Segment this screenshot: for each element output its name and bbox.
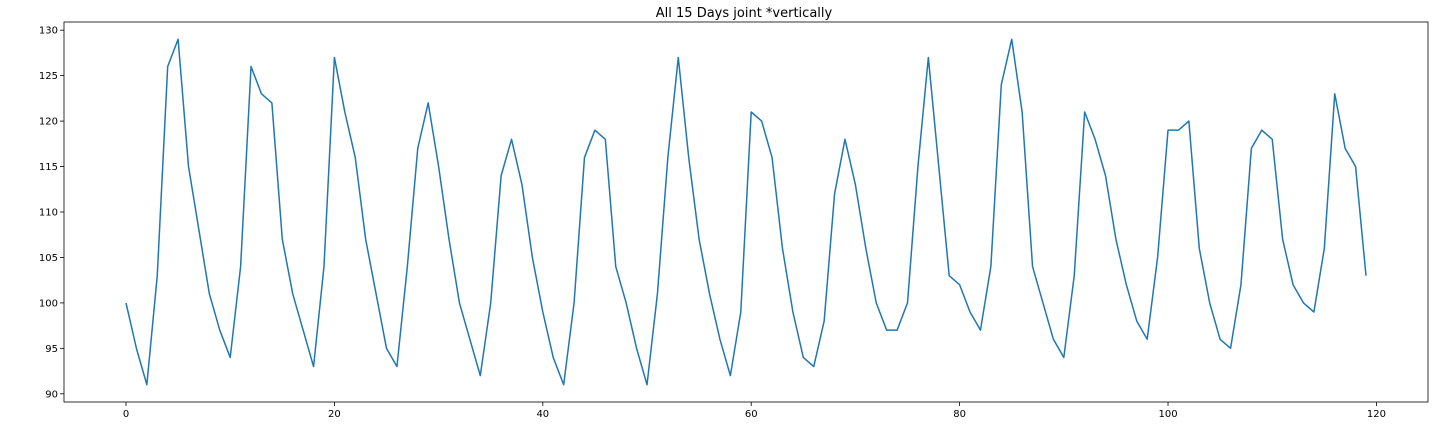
x-tick-label: 120	[1367, 409, 1386, 420]
y-tick-label: 95	[45, 344, 58, 355]
x-tick-label: 80	[953, 409, 966, 420]
y-tick-label: 130	[39, 26, 58, 37]
x-tick-label: 60	[745, 409, 758, 420]
x-tick-label: 40	[536, 409, 549, 420]
y-tick-label: 120	[39, 117, 58, 128]
y-axis: 90 95 100 105 110 115 120 125 130	[39, 26, 64, 400]
y-tick-label: 100	[39, 298, 58, 309]
series-line-0	[125, 38, 1367, 386]
x-tick-label: 20	[328, 409, 341, 420]
chart-title: All 15 Days joint *vertically	[656, 6, 833, 21]
y-tick-label: 115	[39, 162, 58, 173]
y-tick-label: 105	[39, 253, 58, 264]
plot-area	[125, 38, 1367, 386]
y-tick-label: 90	[45, 389, 58, 400]
y-tick-label: 110	[39, 208, 58, 219]
y-tick-label: 125	[39, 71, 58, 82]
x-tick-label: 0	[123, 409, 129, 420]
x-axis: 0 20 40 60 80 100 120	[123, 402, 1386, 420]
x-tick-label: 100	[1158, 409, 1177, 420]
